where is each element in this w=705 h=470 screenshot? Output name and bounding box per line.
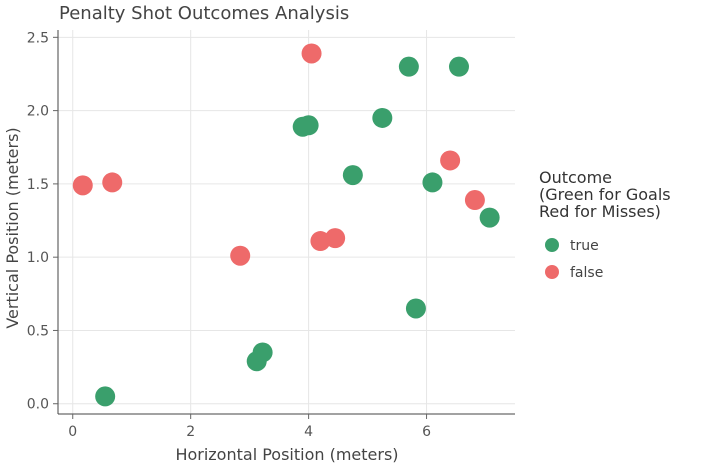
gridlines	[58, 30, 515, 414]
y-tick-label-1: 0.5	[27, 323, 49, 339]
legend-title-line-3: Red for Misses)	[539, 202, 661, 221]
data-points	[72, 43, 500, 407]
x-tick-label-1: 2	[186, 424, 195, 440]
point-false-1	[102, 172, 123, 193]
point-false-0	[72, 175, 93, 196]
x-tick-label-0: 0	[68, 424, 77, 440]
y-tick-label-0: 0.0	[27, 397, 49, 413]
legend-swatch-false	[545, 265, 559, 279]
point-true-6	[372, 107, 393, 128]
legend: Outcome (Green for Goals Red for Misses)…	[539, 168, 671, 281]
x-tick-label-3: 6	[422, 424, 431, 440]
point-false-5	[325, 228, 346, 249]
y-tick-label-4: 2.0	[27, 104, 49, 120]
point-true-10	[448, 56, 469, 77]
y-tick-label-5: 2.5	[27, 30, 49, 46]
point-true-7	[398, 56, 419, 77]
point-false-7	[464, 190, 485, 211]
legend-label-false: false	[570, 265, 603, 281]
point-true-9	[422, 172, 443, 193]
y-axis-title: Vertical Position (meters)	[3, 127, 22, 328]
point-false-2	[230, 245, 251, 266]
point-false-6	[440, 150, 461, 171]
point-true-5	[342, 165, 363, 186]
point-true-2	[252, 342, 273, 363]
legend-title-line-1: Outcome	[539, 168, 612, 187]
point-true-8	[405, 298, 426, 319]
point-true-11	[479, 207, 500, 228]
axes: 0 2 4 6 0.0 0.5 1.0 1.5 2.0 2.5	[27, 30, 515, 440]
y-tick-label-2: 1.0	[27, 250, 49, 266]
x-axis-title: Horizontal Position (meters)	[175, 445, 398, 464]
point-true-0	[95, 386, 116, 407]
point-false-3	[301, 43, 322, 64]
point-true-4	[298, 115, 319, 136]
legend-label-true: true	[570, 238, 599, 254]
y-tick-label-3: 1.5	[27, 177, 49, 193]
chart-title: Penalty Shot Outcomes Analysis	[59, 3, 349, 24]
x-tick-label-2: 4	[304, 424, 313, 440]
legend-title-line-2: (Green for Goals	[539, 185, 671, 204]
legend-swatch-true	[545, 238, 559, 252]
